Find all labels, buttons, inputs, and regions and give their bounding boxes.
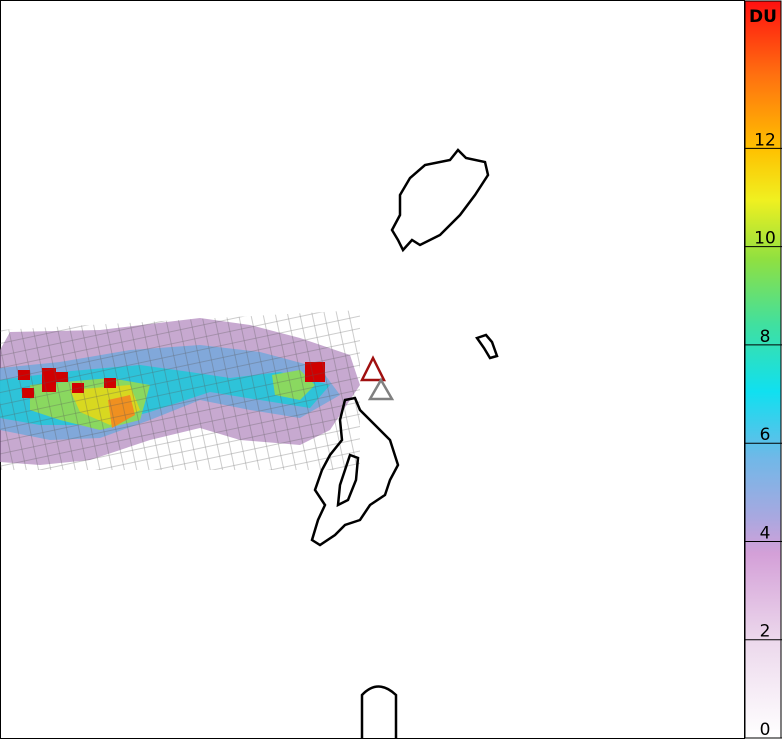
colorbar-tick-label: 0 [760,720,771,739]
colorbar-tick-label: 2 [760,622,771,642]
so2-plume [0,310,360,470]
colorbar-tick-label: 6 [760,425,771,445]
colorbar-tick-label: 12 [754,130,776,150]
volcano-marker [367,377,395,401]
colorbar: DU 0 2 4 6 8 10 12 [744,0,782,739]
colorbar-unit: DU [749,7,777,27]
colorbar-bar [744,0,782,739]
colorbar-tick-label: 10 [754,229,776,249]
volcano-marker [359,355,387,382]
coastlines [310,148,499,739]
colorbar-tick-label: 4 [760,523,771,543]
colorbar-tick-label: 8 [760,327,771,347]
